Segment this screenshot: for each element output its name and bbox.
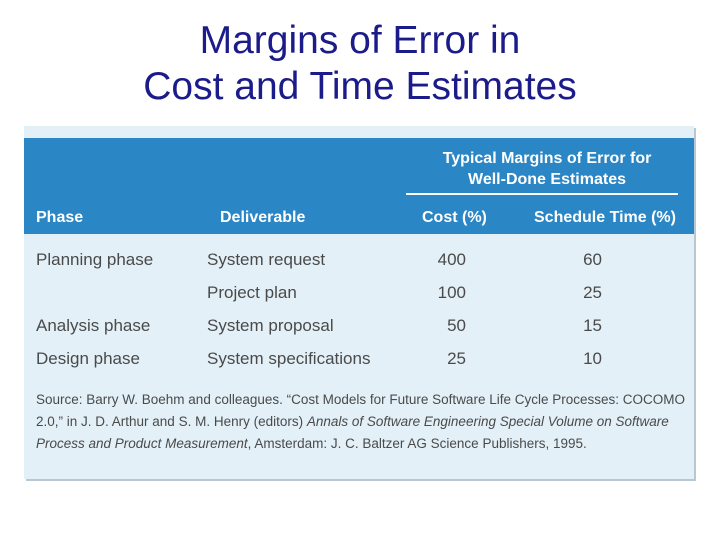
cell-cost: 50 — [447, 316, 466, 335]
cell-deliverable: System specifications — [207, 349, 371, 368]
cell-phase: Analysis phase — [36, 316, 151, 335]
group-header-rule — [406, 193, 678, 195]
cell-schedule: 60 — [583, 250, 602, 269]
column-header-phase: Phase — [36, 209, 84, 226]
cell-deliverable: Project plan — [207, 283, 297, 302]
cell-phase: Design phase — [36, 349, 140, 368]
source-book-title: Annals of Software Engineering Special V… — [36, 414, 669, 451]
column-header-cost: Cost (%) — [422, 209, 487, 226]
table-header-band — [24, 138, 694, 234]
group-header-line-1: Typical Margins of Error for — [442, 150, 652, 167]
slide-title-line-1: Margins of Error in — [199, 19, 521, 62]
cell-schedule: 25 — [583, 283, 602, 302]
column-header-schedule: Schedule Time (%) — [534, 209, 676, 226]
slide-title: Margins of Error in Cost and Time Estima… — [0, 18, 720, 110]
cell-phase: Planning phase — [36, 250, 154, 269]
slide-title-line-2: Cost and Time Estimates — [143, 65, 577, 108]
cell-cost: 400 — [437, 250, 466, 269]
source-prefix: Source: Barry W. Boehm and colleagues. “… — [36, 392, 685, 429]
cell-deliverable: System request — [207, 250, 326, 269]
group-header-line-2: Well-Done Estimates — [468, 171, 626, 188]
group-header: Typical Margins of Error for Well-Done E… — [412, 148, 682, 190]
source-suffix: , Amsterdam: J. C. Baltzer AG Science Pu… — [247, 436, 587, 451]
column-header-deliverable: Deliverable — [220, 209, 306, 226]
cell-deliverable: System proposal — [207, 316, 334, 335]
cell-schedule: 10 — [583, 349, 602, 368]
cell-cost: 25 — [447, 349, 466, 368]
cell-schedule: 15 — [583, 316, 602, 335]
estimates-table: Typical Margins of Error for Well-Done E… — [24, 126, 694, 479]
source-note: Source: Barry W. Boehm and colleagues. “… — [36, 389, 686, 455]
cell-cost: 100 — [437, 283, 466, 302]
